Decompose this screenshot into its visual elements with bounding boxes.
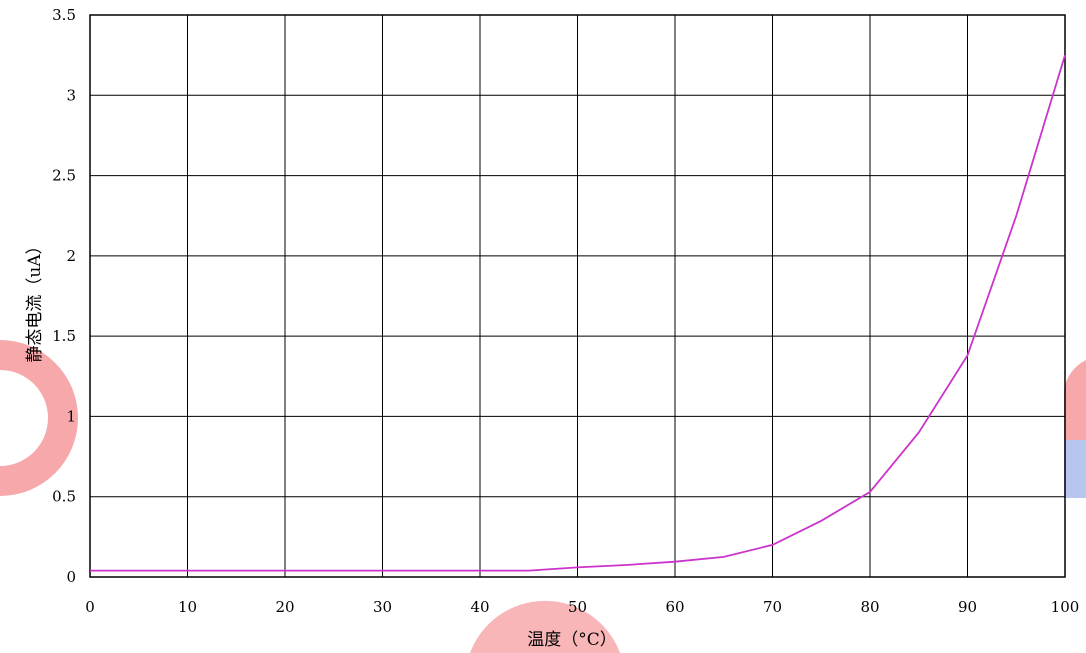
x-tick-label: 30 xyxy=(373,598,392,616)
series-line xyxy=(90,54,1066,572)
x-tick-label: 0 xyxy=(85,598,95,616)
grid xyxy=(90,15,1065,577)
y-tick-label: 1.5 xyxy=(52,327,76,345)
y-tick-label: 2 xyxy=(66,247,76,265)
watermark-block xyxy=(1064,440,1086,498)
y-tick-label: 0.5 xyxy=(52,488,76,506)
x-tick-label: 40 xyxy=(470,598,489,616)
x-tick-label: 10 xyxy=(178,598,197,616)
x-axis-ticks: 0 10 20 30 40 50 60 70 80 90 100 xyxy=(85,598,1079,616)
y-tick-label: 0 xyxy=(66,568,76,586)
watermark-ring-right xyxy=(1064,360,1086,440)
x-tick-label: 50 xyxy=(568,598,587,616)
watermark-ring xyxy=(0,340,78,496)
y-tick-label: 3 xyxy=(66,86,76,104)
y-tick-label: 2.5 xyxy=(52,167,76,185)
x-tick-label: 100 xyxy=(1051,598,1080,616)
watermark xyxy=(0,340,1086,653)
watermark-ring-bottom xyxy=(470,600,620,653)
x-tick-label: 20 xyxy=(275,598,294,616)
x-tick-label: 80 xyxy=(860,598,879,616)
y-tick-label: 1 xyxy=(66,407,76,425)
y-axis-title: 静态电流（uA） xyxy=(25,237,45,362)
x-tick-label: 90 xyxy=(958,598,977,616)
y-tick-label: 3.5 xyxy=(52,6,76,24)
x-tick-label: 70 xyxy=(763,598,782,616)
y-axis-ticks: 0 0.5 1 1.5 2 2.5 3 3.5 xyxy=(52,6,76,586)
x-axis-title: 温度（°C） xyxy=(527,630,617,650)
x-tick-label: 60 xyxy=(665,598,684,616)
